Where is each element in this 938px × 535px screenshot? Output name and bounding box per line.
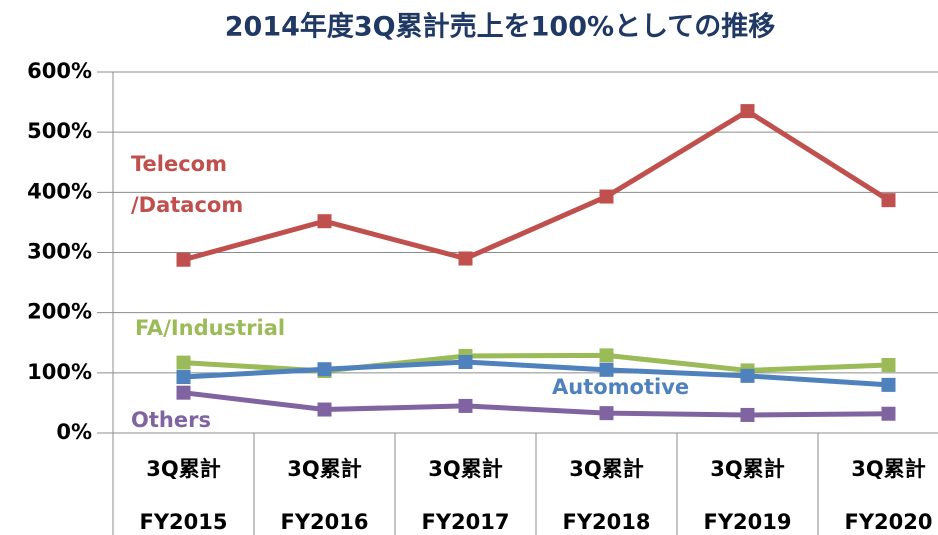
series-line	[183, 390, 889, 418]
x-tick-label: 3Q累計	[569, 457, 643, 481]
marker	[317, 214, 332, 229]
x-tick-label: FY2015	[140, 510, 228, 534]
marker	[458, 398, 473, 413]
marker	[599, 189, 614, 204]
y-tick-label: 0%	[56, 420, 92, 444]
marker	[317, 402, 332, 417]
marker	[740, 407, 755, 422]
x-tick-label: FY2018	[563, 510, 651, 534]
marker	[176, 385, 191, 400]
y-tick-label: 300%	[27, 240, 92, 264]
marker	[881, 193, 896, 208]
x-tick-label: FY2019	[704, 510, 792, 534]
marker	[881, 406, 896, 421]
x-tick-label: 3Q累計	[428, 457, 502, 481]
series-label: FA/Industrial	[135, 316, 286, 340]
x-tick-label: FY2017	[422, 510, 510, 534]
marker	[599, 362, 614, 377]
marker	[599, 406, 614, 421]
series-line	[183, 359, 889, 388]
x-tick-label: 3Q累計	[146, 457, 220, 481]
marker	[740, 104, 755, 119]
series-label: Telecom /Datacom	[131, 152, 244, 217]
marker	[599, 348, 614, 363]
series-label: Automotive	[552, 375, 690, 399]
y-tick-label: 600%	[27, 59, 92, 83]
y-tick-label: 100%	[27, 360, 92, 384]
x-tick-label: FY2020	[845, 510, 933, 534]
marker	[176, 252, 191, 267]
y-tick-label: 400%	[27, 179, 92, 203]
x-tick-label: 3Q累計	[287, 457, 361, 481]
marker	[458, 355, 473, 370]
series-line	[182, 108, 890, 263]
chart-title: 2014年度3Q累計売上を100%としての推移	[225, 11, 776, 43]
x-tick-label: 3Q累計	[710, 457, 784, 481]
x-tick-label: FY2016	[281, 510, 369, 534]
y-tick-label: 200%	[27, 300, 92, 324]
marker	[881, 377, 896, 392]
marker	[740, 368, 755, 383]
marker	[881, 358, 896, 373]
x-tick-label: 3Q累計	[851, 457, 925, 481]
y-tick-label: 500%	[27, 119, 92, 143]
marker	[317, 362, 332, 377]
marker	[176, 355, 191, 370]
series-label: Others	[131, 408, 211, 432]
marker	[458, 251, 473, 266]
marker	[176, 370, 191, 385]
